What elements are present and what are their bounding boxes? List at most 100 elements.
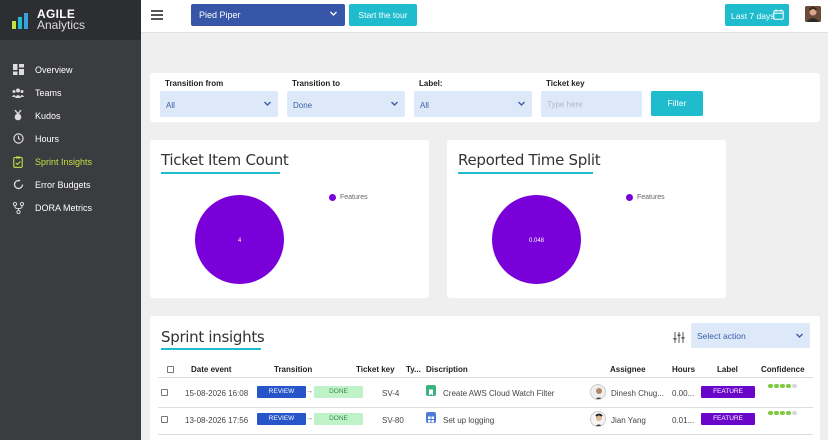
- ticket-key-filter: Ticket key Type here: [541, 79, 642, 117]
- transition-from-select[interactable]: All: [160, 91, 278, 117]
- filter-button[interactable]: Filter: [651, 91, 703, 116]
- column-header-type[interactable]: Ty...: [406, 365, 421, 374]
- row-divider: [158, 434, 813, 435]
- row-checkbox[interactable]: [161, 416, 168, 423]
- ticket-key-label: Ticket key: [546, 79, 585, 88]
- column-settings-icon[interactable]: [673, 330, 685, 348]
- hours-cell: 0.00...: [672, 389, 695, 398]
- brand[interactable]: AGILE Analytics: [0, 0, 141, 40]
- table-row[interactable]: 13-08-2026 17:56 REVIEW → DONE SV-80 Set…: [150, 407, 820, 434]
- sidebar-item-sprint-insights[interactable]: Sprint Insights: [0, 150, 141, 173]
- transition-from-value: All: [166, 101, 175, 110]
- project-select[interactable]: Pied Piper: [191, 4, 345, 26]
- pie-chart: 4: [195, 195, 284, 284]
- chevron-down-icon: [795, 331, 804, 342]
- legend-swatch: [329, 194, 336, 201]
- column-header-hours[interactable]: Hours: [672, 365, 696, 374]
- calendar-icon: [773, 9, 784, 22]
- label-filter-label: Label:: [419, 79, 443, 88]
- chart-legend[interactable]: Features: [626, 194, 665, 201]
- sidebar-item-dora-metrics[interactable]: DORA Metrics: [0, 196, 141, 219]
- assignee-cell: Jian Yang: [611, 416, 646, 425]
- sidebar-item-label: Error Budgets: [35, 179, 91, 190]
- transition-to-value: Done: [293, 101, 313, 110]
- chevron-down-icon: [390, 99, 399, 110]
- story-icon: [426, 385, 436, 396]
- date-cell: 15-08-2026 16:08: [185, 389, 249, 398]
- select-action-value: Select action: [697, 331, 746, 341]
- ticket-key-cell[interactable]: SV-80: [382, 416, 404, 425]
- brand-subname: Analytics: [37, 18, 86, 32]
- assignee-cell: Dinesh Chug...: [611, 389, 664, 398]
- sidebar-item-kudos[interactable]: Kudos: [0, 104, 141, 127]
- row-divider: [158, 407, 813, 408]
- transition-from-label: Transition from: [165, 79, 224, 88]
- pie-chart: 0.048: [492, 195, 581, 284]
- logo-icon: [12, 11, 32, 29]
- dashboard-icon: [12, 64, 24, 76]
- pie-data-label: 4: [238, 238, 242, 244]
- assignee-avatar: [590, 384, 606, 400]
- user-avatar[interactable]: [805, 6, 821, 22]
- menu-icon[interactable]: [151, 10, 163, 20]
- label-badge: FEATURE: [701, 386, 755, 398]
- team-icon: [12, 87, 24, 99]
- filter-panel: Transition from All Transition to Done L…: [150, 73, 820, 122]
- column-header-transition[interactable]: Transition: [274, 365, 313, 374]
- ticket-key-input[interactable]: Type here: [541, 91, 642, 117]
- section-title: Sprint insights: [161, 328, 265, 346]
- sidebar-item-teams[interactable]: Teams: [0, 81, 141, 104]
- label-badge: FEATURE: [701, 413, 755, 425]
- date-range-label: Last 7 days: [731, 11, 775, 21]
- topbar: Pied Piper Start the tour Last 7 days: [141, 0, 828, 33]
- branch-icon: [12, 201, 24, 214]
- sidebar-nav: Overview Teams Kudos Hours Sprint Insigh…: [0, 58, 141, 219]
- ticket-item-count-card: Ticket Item Count Features 4: [150, 140, 429, 298]
- date-cell: 13-08-2026 17:56: [185, 416, 249, 425]
- description-cell[interactable]: Set up logging: [443, 416, 495, 425]
- label-select[interactable]: All: [414, 91, 532, 117]
- transition-to-select[interactable]: Done: [287, 91, 405, 117]
- column-header-ticket-key[interactable]: Ticket key: [356, 365, 395, 374]
- sidebar-item-label: DORA Metrics: [35, 202, 93, 213]
- sidebar-item-hours[interactable]: Hours: [0, 127, 141, 150]
- chevron-down-icon: [329, 9, 338, 20]
- chevron-down-icon: [517, 99, 526, 110]
- sidebar-item-error-budgets[interactable]: Error Budgets: [0, 173, 141, 196]
- table-row[interactable]: 15-08-2026 16:08 REVIEW → DONE SV-4 Crea…: [150, 380, 820, 407]
- task-icon: [426, 412, 436, 423]
- assignee-avatar: [590, 411, 606, 427]
- description-cell[interactable]: Create AWS Cloud Watch Filter: [443, 389, 555, 398]
- date-range-button[interactable]: Last 7 days: [725, 4, 789, 26]
- column-header-assignee[interactable]: Assignee: [610, 365, 646, 374]
- column-header-label[interactable]: Label: [717, 365, 738, 374]
- column-header-date[interactable]: Date event: [191, 365, 232, 374]
- row-checkbox[interactable]: [161, 389, 168, 396]
- legend-swatch: [626, 194, 633, 201]
- select-all-checkbox[interactable]: [167, 366, 174, 373]
- brand-name: AGILE: [37, 7, 76, 21]
- sidebar-item-label: Sprint Insights: [35, 156, 93, 167]
- project-select-value: Pied Piper: [199, 10, 241, 20]
- column-header-description[interactable]: Discription: [426, 365, 468, 374]
- hours-cell: 0.01...: [672, 416, 695, 425]
- status-badge: REVIEW: [257, 386, 306, 398]
- clipboard-icon: [12, 156, 24, 168]
- sidebar-item-overview[interactable]: Overview: [0, 58, 141, 81]
- chart-legend[interactable]: Features: [329, 194, 368, 201]
- pie-slice-features[interactable]: [492, 195, 581, 284]
- pie-slice-features[interactable]: [195, 195, 284, 284]
- clock-icon: [12, 133, 24, 145]
- pie-data-label: 0.048: [529, 238, 545, 244]
- title-underline: [161, 348, 261, 350]
- legend-label: Features: [637, 194, 665, 201]
- label-filter: Label: All: [414, 79, 532, 117]
- select-action-dropdown[interactable]: Select action: [691, 323, 810, 348]
- ticket-key-cell[interactable]: SV-4: [382, 389, 400, 398]
- medal-icon: [12, 110, 24, 122]
- start-tour-button[interactable]: Start the tour: [349, 4, 417, 26]
- sidebar-item-label: Teams: [35, 87, 62, 98]
- arrow-right-icon: →: [306, 388, 313, 395]
- chevron-down-icon: [263, 99, 272, 110]
- column-header-confidence[interactable]: Confidence: [761, 365, 805, 374]
